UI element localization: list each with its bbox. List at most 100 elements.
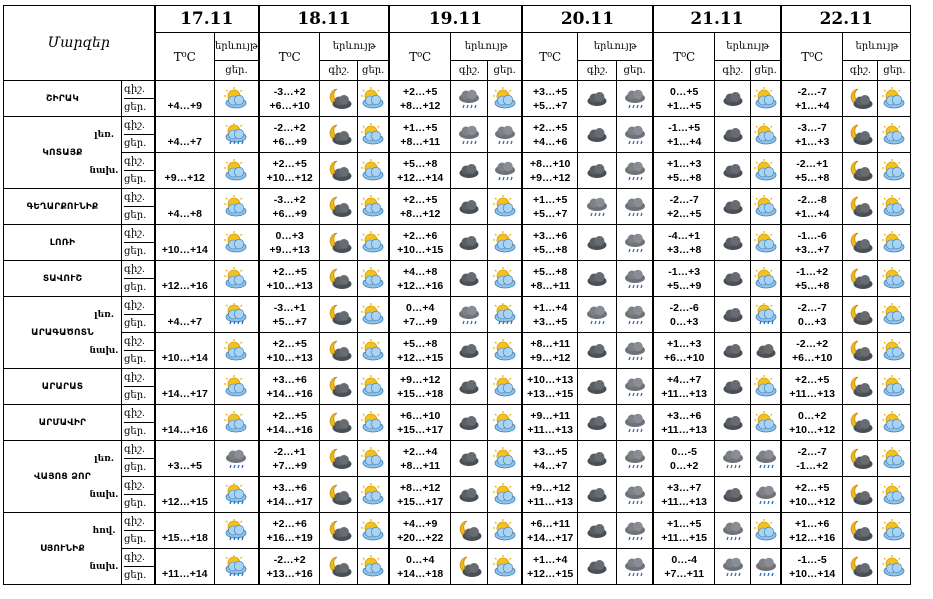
temp-range: +2…+6 +16…+19 [257,512,321,549]
temp-range: +3…+6 +14…+17 [257,476,321,513]
moon-cloud-icon [329,196,352,217]
night-temp: +2…+5 [402,193,438,206]
night-weather-cell [450,116,489,153]
temp-range: +2…+5 +14…+16 [257,404,321,441]
night-temp: +9…+12 [400,373,441,386]
day-temp: 0…+3 [670,315,699,328]
sun-cloud-icon [361,410,384,432]
region-name: ՍՅՈՒՆԻՔ [3,512,122,585]
night-weather-cell [577,188,618,225]
day-weather-cell [487,80,523,117]
temp-range: 0…+3 +9…+13 [257,224,321,261]
day-weather-cell [357,260,390,297]
rain-cloud-icon [624,233,645,252]
temp-range: +2…+5 +10…+12 [257,152,321,189]
temp-range: 0…-5 0…+2 [651,440,716,477]
day-subheader: ցեր. [877,60,912,81]
moon-cloud-icon [329,268,352,289]
temp-range: +2…+5 +10…+12 [779,476,844,513]
day-temp: +5…+8 [794,279,830,292]
moon-cloud-icon [329,520,352,541]
night-weather-cell [842,476,879,513]
day-night-labels: գիշ. ցեր. նախ. [90,548,155,585]
day-temp: +8…+12 [400,99,441,112]
day-subheader: ցեր. [213,60,260,81]
day-night-labels: գիշ. ցեր. [121,368,155,405]
day-weather-cell [750,224,782,261]
day-temp: +1…+4 [666,135,702,148]
night-weather-cell [842,224,879,261]
subregion-label: նախ. [89,562,119,572]
table-row: գիշ. ցեր. նախ. +10…+14 +2…+5 +10…+13 +5…+8 +12…… [4,332,912,369]
day-label: ցեր. [124,282,147,293]
rain-cloud-icon [624,125,645,144]
sun-cloud-icon [224,374,247,396]
sun-cloud-icon [882,446,905,468]
sun-cloud-icon [753,86,777,108]
day-label: ցեր. [124,354,147,365]
night-weather-cell [450,368,489,405]
sun-cloud-icon [492,194,516,216]
rain-cloud-icon [624,161,645,180]
sun-cloud-icon [224,266,247,288]
rain-cloud-icon [459,125,480,144]
day-weather-cell [357,188,390,225]
day-weather-cell [616,296,654,333]
night-temp: +2…+5 [272,409,307,422]
table-row: ԱՐԱՐԱՏ գիշ. ցեր. +14…+17 +3…+6 +14…+16 +9…+12 +… [3,368,912,405]
day-weather-cell [487,440,523,477]
day-temp: +14…+17 [527,531,574,544]
rain-cloud-icon [624,341,645,360]
moon-cloud-icon [329,412,352,433]
temp-value: +4…+7 [153,116,215,153]
day-temp: 0…+3 [798,315,827,328]
weather-cell [213,224,260,261]
temp-range: -3…+1 +5…+7 [257,296,321,333]
sun-cloud-icon [492,266,516,288]
night-temp: +3…+7 [666,481,702,494]
dark-cloud-icon [587,127,607,142]
table-row: ՏԱՎՈՒՇ գիշ. ցեր. +12…+16 +2…+5 +10…+13 +4…+8 +1… [3,260,912,297]
region-name: ՎԱՅՈՑ ՁՈՐ [3,440,122,513]
dark-cloud-icon [723,163,743,178]
dark-cloud-icon [587,343,607,358]
dark-cloud-icon [459,487,479,502]
temp-value: +4…+9 [153,80,215,117]
night-temp: +1…+5 [666,517,702,530]
night-subheader: գիշ. [319,60,359,81]
night-temp: +10…+13 [527,373,574,386]
moon-cloud-icon [851,412,873,433]
dark-cloud-icon [459,379,479,394]
dark-cloud-icon [459,415,479,430]
temp-range: +10…+13 +13…+15 [520,368,579,405]
night-weather-cell [577,224,618,261]
day-temp: +1…+4 [794,207,830,220]
night-label: գիշ. [124,261,154,279]
day-weather-cell [616,368,654,405]
temp-range: -1…+2 +5…+8 [779,260,844,297]
day-night-labels: գիշ. ցեր. հով. [93,512,155,549]
moon-cloud-icon [329,484,352,505]
night-weather-cell [714,188,752,225]
table-row: ԱՐՄԱՎԻՐ գիշ. ցեր. +14…+16 +2…+5 +14…+16 +6…+10… [3,404,912,441]
night-weather-cell [842,260,879,297]
weather-cell [213,80,260,117]
day-temp: +8…+11 [400,135,441,148]
temp-value: +10…+14 [153,332,215,369]
day-temp: +4…+7 [532,459,568,472]
day-weather-cell [357,548,390,585]
day-weather-cell [357,440,390,477]
temp-range: +1…+3 +5…+8 [651,152,716,189]
moon-cloud-icon [851,124,873,145]
night-weather-cell [319,188,359,225]
day-weather-cell [487,476,523,513]
date-header: 17.11 [153,5,260,33]
rain-cloud-icon [624,521,645,540]
night-weather-cell [450,152,489,189]
temp-range: -3…-7 +1…+3 [779,116,844,153]
dark-cloud-icon [723,199,743,214]
weather-cell [213,296,260,333]
moon-cloud-icon [851,376,873,397]
rain-cloud-icon [722,449,743,468]
day-temp: +11…+13 [661,423,707,436]
